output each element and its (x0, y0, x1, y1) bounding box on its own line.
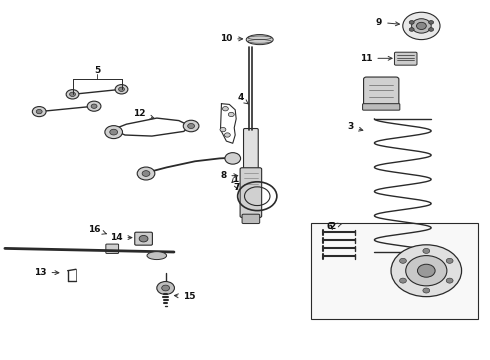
Circle shape (417, 264, 435, 277)
Circle shape (110, 129, 118, 135)
Text: 12: 12 (133, 109, 154, 119)
FancyBboxPatch shape (363, 104, 400, 110)
Circle shape (157, 282, 174, 294)
Circle shape (87, 101, 101, 111)
FancyBboxPatch shape (394, 52, 417, 65)
Text: 9: 9 (376, 18, 399, 27)
Circle shape (403, 12, 440, 40)
Text: 5: 5 (94, 66, 100, 75)
Circle shape (183, 120, 199, 132)
Circle shape (446, 278, 453, 283)
Ellipse shape (246, 35, 273, 45)
Circle shape (399, 278, 406, 283)
Circle shape (412, 19, 431, 33)
Circle shape (115, 85, 128, 94)
Text: 10: 10 (220, 35, 243, 44)
Circle shape (66, 90, 79, 99)
Circle shape (119, 87, 124, 91)
Circle shape (416, 22, 426, 30)
Text: 1: 1 (232, 175, 238, 184)
Text: 13: 13 (34, 268, 59, 277)
FancyBboxPatch shape (135, 232, 152, 245)
Circle shape (423, 288, 430, 293)
Circle shape (105, 126, 122, 139)
Circle shape (399, 258, 406, 264)
Text: 2: 2 (329, 222, 342, 231)
FancyBboxPatch shape (244, 129, 258, 170)
FancyBboxPatch shape (106, 244, 119, 253)
Text: 8: 8 (220, 171, 238, 180)
Circle shape (70, 92, 75, 96)
Circle shape (137, 167, 155, 180)
Text: 7: 7 (234, 183, 240, 192)
Circle shape (32, 107, 46, 117)
Text: 15: 15 (174, 292, 196, 301)
Circle shape (225, 153, 241, 164)
Text: 11: 11 (360, 54, 392, 63)
Circle shape (446, 258, 453, 264)
Text: 16: 16 (88, 225, 106, 234)
Circle shape (409, 21, 414, 24)
Text: 14: 14 (110, 233, 132, 242)
Text: 4: 4 (237, 94, 248, 104)
Circle shape (391, 245, 462, 297)
Circle shape (139, 235, 148, 242)
Circle shape (142, 171, 150, 176)
Text: 3: 3 (347, 122, 363, 131)
Circle shape (429, 21, 434, 24)
Circle shape (222, 107, 228, 111)
Circle shape (220, 127, 226, 132)
Circle shape (224, 133, 230, 137)
Circle shape (36, 109, 42, 114)
FancyBboxPatch shape (242, 214, 260, 224)
Circle shape (429, 28, 434, 31)
Ellipse shape (147, 252, 167, 260)
Circle shape (423, 248, 430, 253)
Text: 6: 6 (327, 222, 333, 231)
Circle shape (409, 28, 414, 31)
Circle shape (91, 104, 97, 108)
FancyBboxPatch shape (240, 168, 262, 217)
Circle shape (228, 112, 234, 117)
Circle shape (188, 123, 195, 129)
Circle shape (406, 256, 447, 286)
FancyBboxPatch shape (364, 77, 399, 108)
Circle shape (162, 285, 170, 291)
Bar (311, 223, 478, 319)
